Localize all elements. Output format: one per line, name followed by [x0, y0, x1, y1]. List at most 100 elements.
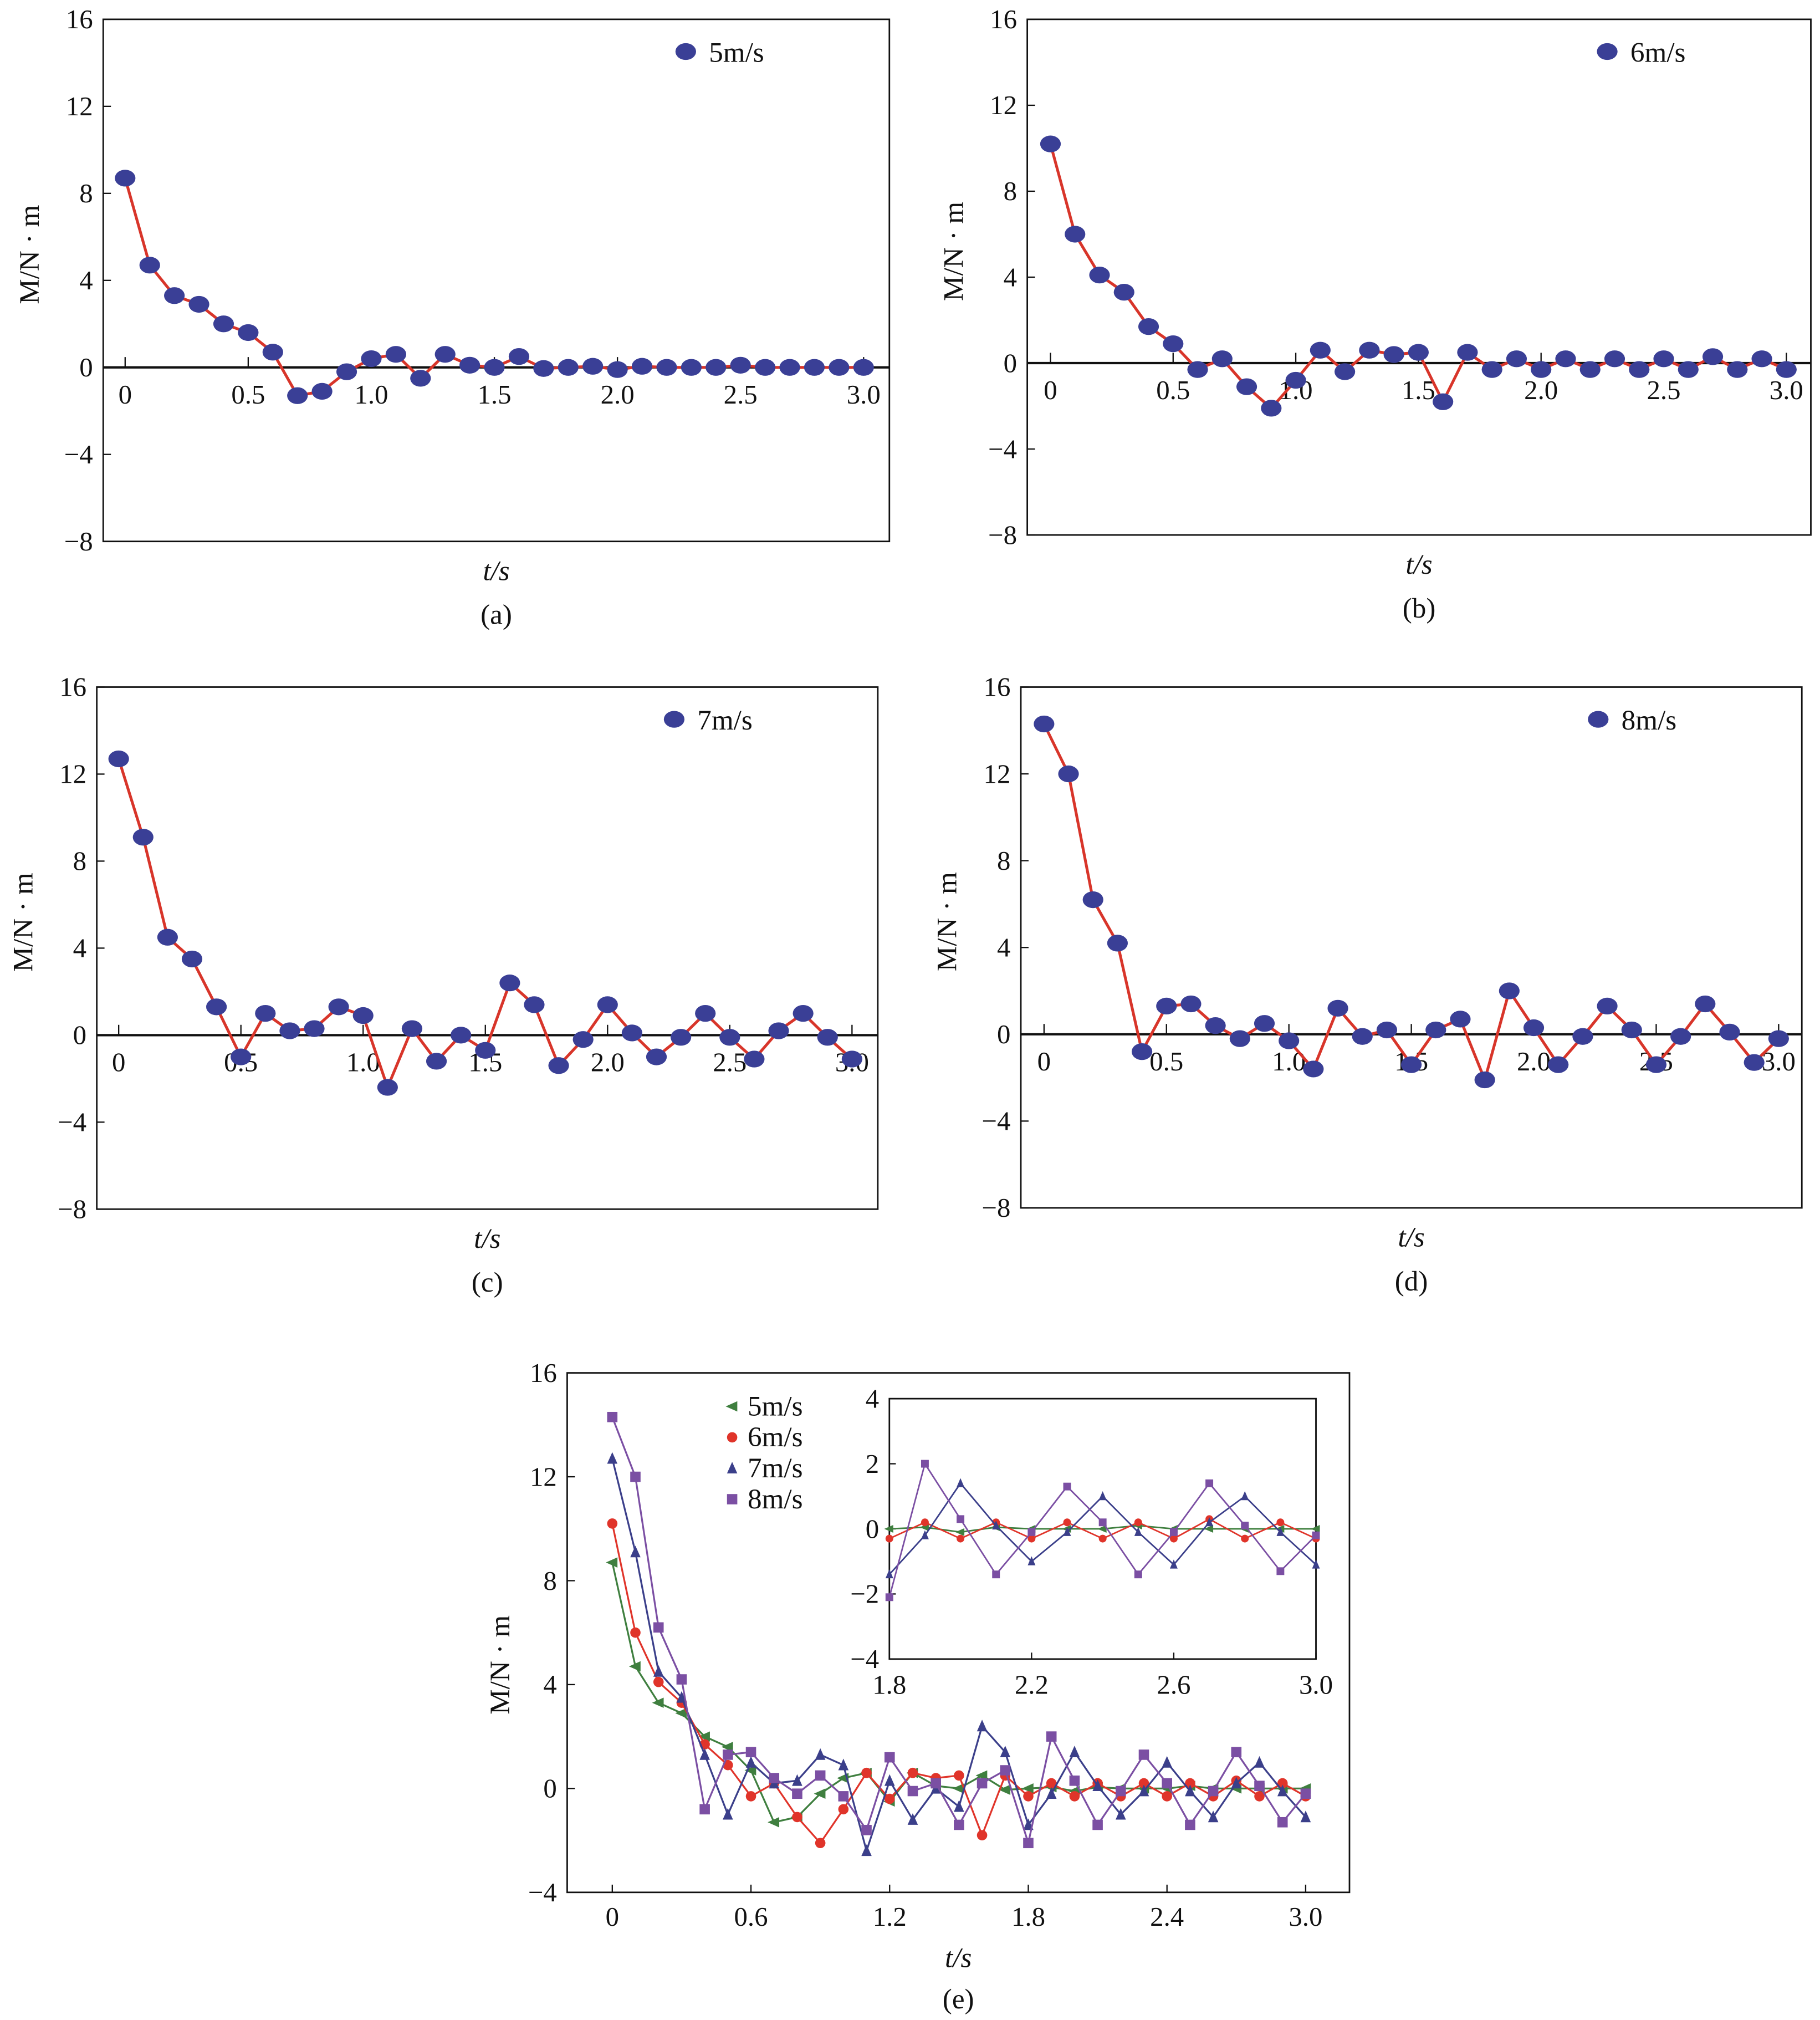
data-point [804, 359, 825, 376]
data-point [1163, 335, 1184, 353]
data-point [1063, 1527, 1071, 1536]
y-tick-label: 4 [1004, 262, 1017, 292]
y-tick-label: −8 [981, 1192, 1010, 1223]
data-point [1023, 1791, 1034, 1802]
data-point [1751, 350, 1772, 368]
data-point [1138, 1784, 1149, 1797]
x-tick-label: 0 [119, 379, 132, 410]
data-point [188, 295, 209, 313]
data-point [653, 1622, 664, 1633]
data-point [721, 1742, 733, 1752]
data-point [1450, 1011, 1471, 1028]
data-point [1310, 341, 1331, 359]
data-point [744, 1050, 765, 1068]
data-point [499, 975, 520, 992]
data-point [597, 996, 618, 1013]
data-point [1162, 1778, 1172, 1789]
data-point [607, 1411, 618, 1422]
data-point [723, 1808, 733, 1820]
data-point [907, 1786, 918, 1797]
y-tick-label: −4 [981, 1106, 1010, 1136]
data-point [1185, 1784, 1195, 1797]
data-point [336, 363, 357, 380]
data-point [1162, 1791, 1172, 1802]
data-point [1276, 1527, 1285, 1536]
data-point [955, 1528, 965, 1536]
data-point [885, 1534, 893, 1543]
x-tick-label: 2.5 [713, 1047, 747, 1077]
data-point [676, 1674, 687, 1685]
data-point [1523, 1019, 1545, 1037]
data-point [921, 1460, 929, 1468]
y-tick-label: 16 [990, 4, 1017, 34]
data-point [1185, 1819, 1195, 1830]
data-point [652, 1697, 664, 1708]
data-point [1046, 1731, 1057, 1742]
data-point [1335, 363, 1356, 380]
legend-label: 7m/s [697, 705, 752, 736]
x-tick-label: 2.0 [591, 1047, 625, 1077]
x-tick-label: 0 [112, 1047, 125, 1077]
y-tick-label: −8 [58, 1194, 86, 1225]
data-point [730, 356, 751, 374]
data-point [1236, 378, 1257, 395]
x-tick-label: 0 [1037, 1046, 1051, 1077]
x-tick-label: 2.5 [724, 379, 758, 410]
x-tick-label: 1.8 [1011, 1901, 1045, 1932]
data-point [1653, 350, 1674, 368]
data-point [1597, 997, 1618, 1015]
data-point [676, 1691, 687, 1703]
legend-label: 5m/s [709, 37, 764, 69]
data-point [630, 1471, 641, 1482]
x-tick-label: 1.5 [478, 379, 512, 410]
data-point [829, 359, 850, 376]
plot-frame [1026, 18, 1812, 536]
data-point [533, 360, 554, 377]
data-point [426, 1053, 447, 1070]
data-point [1311, 1525, 1320, 1533]
data-point [957, 1534, 965, 1543]
y-tick-label: 12 [59, 759, 86, 789]
data-point [1098, 1518, 1107, 1527]
data-point [727, 1494, 738, 1504]
data-point [977, 1720, 988, 1732]
data-point [792, 1788, 802, 1799]
y-axis-label: M/N · m [938, 202, 969, 301]
y-tick-label: 0 [997, 1019, 1010, 1049]
data-point [1670, 1028, 1691, 1045]
inset-x-tick-label: 3.0 [1299, 1670, 1333, 1700]
y-tick-label: 16 [530, 1358, 557, 1388]
data-point [1531, 361, 1552, 378]
x-tick-label: 2.4 [1150, 1901, 1184, 1932]
data-point [884, 1793, 895, 1804]
data-point [1082, 891, 1103, 909]
data-point [262, 344, 283, 361]
data-point [1065, 226, 1086, 243]
data-point [1092, 1779, 1103, 1791]
data-point [957, 1515, 965, 1523]
data-point [631, 358, 653, 375]
data-point [1069, 1775, 1080, 1786]
data-point [459, 356, 480, 374]
data-point [861, 1825, 872, 1835]
data-point [630, 1627, 641, 1638]
y-tick-label: 8 [543, 1565, 556, 1596]
inset-y-tick-label: −2 [850, 1579, 879, 1609]
data-point [1241, 1534, 1249, 1543]
data-point [1776, 361, 1797, 378]
data-point [1327, 999, 1348, 1017]
data-point [745, 1791, 756, 1802]
panel-e: 16 12 8 4 0 −4 0 0.6 1.2 1.8 2.4 3.0 t/s (e) M/N · m 5m… [484, 1358, 1351, 2015]
data-point [1548, 1056, 1569, 1073]
series-line [117, 758, 853, 1091]
legend-marker [675, 43, 696, 60]
data-point [838, 1791, 849, 1802]
data-point [954, 1800, 964, 1812]
data-point [132, 829, 154, 846]
data-point [1134, 1570, 1142, 1579]
data-point [1768, 1030, 1789, 1047]
data-point [885, 1593, 893, 1601]
data-point [653, 1665, 664, 1677]
data-point [675, 1708, 687, 1718]
